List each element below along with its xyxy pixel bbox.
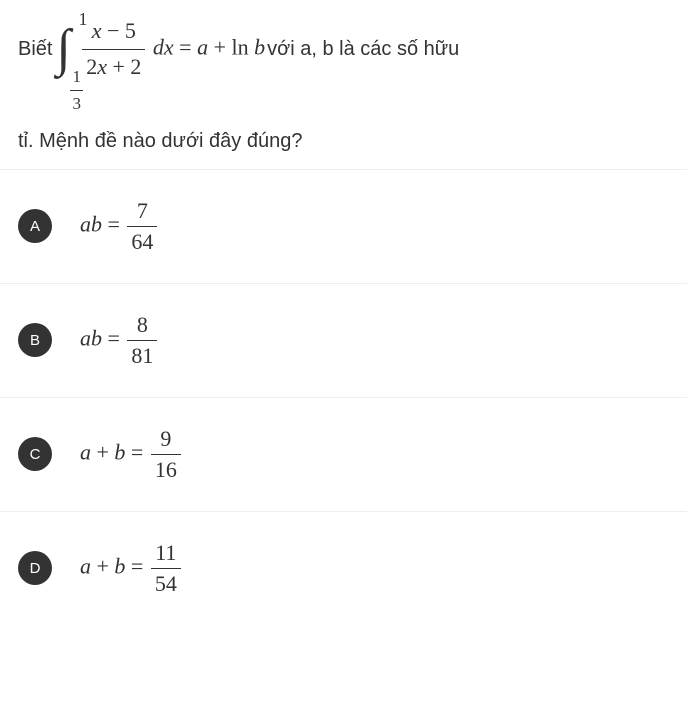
integral-expression: 1 ∫ 1 3 x − 5 2x <box>54 16 265 83</box>
option-letter: A <box>18 209 52 243</box>
options-list: A ab = 7 64 B ab = 8 81 C a <box>0 169 687 625</box>
question-line-2: tỉ. Mệnh đề nào dưới đây đúng? <box>18 127 669 155</box>
integral-lower: 1 3 <box>68 65 85 116</box>
option-d[interactable]: D a + b = 11 54 <box>0 511 687 625</box>
option-expression: a + b = 11 54 <box>80 540 183 597</box>
question-block: Biết 1 ∫ 1 3 x − 5 <box>0 0 687 163</box>
option-expression: ab = 8 81 <box>80 312 159 369</box>
dx: dx <box>153 34 174 59</box>
option-expression: ab = 7 64 <box>80 198 159 255</box>
option-b[interactable]: B ab = 8 81 <box>0 283 687 397</box>
integral-upper: 1 <box>78 7 87 32</box>
option-letter: B <box>18 323 52 357</box>
integral-symbol-wrap: 1 ∫ 1 3 <box>56 23 70 75</box>
question-text-mid: với a, b là các số hữu <box>267 35 459 63</box>
option-a[interactable]: A ab = 7 64 <box>0 169 687 283</box>
question-prefix: Biết <box>18 35 52 63</box>
option-letter: C <box>18 437 52 471</box>
option-letter: D <box>18 551 52 585</box>
option-expression: a + b = 9 16 <box>80 426 183 483</box>
integrand-fraction: x − 5 2x + 2 <box>82 16 145 83</box>
equals: = <box>179 34 191 59</box>
question-line-1: Biết 1 ∫ 1 3 x − 5 <box>18 16 669 83</box>
option-c[interactable]: C a + b = 9 16 <box>0 397 687 511</box>
